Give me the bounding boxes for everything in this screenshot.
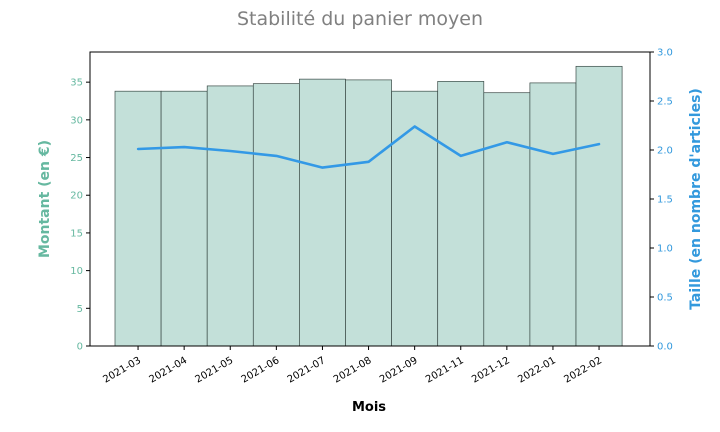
left-tick-label: 5	[77, 304, 83, 315]
left-tick-label: 0	[77, 342, 83, 353]
x-tick-label: 2022-01	[516, 355, 558, 385]
bar-2021-08	[345, 79, 392, 347]
x-axis-label: Mois	[352, 400, 386, 415]
y-axis-label-right: Taille (en nombre d'articles)	[688, 88, 704, 310]
bar-2021-09	[391, 90, 439, 347]
right-tick-label: 0.5	[657, 293, 673, 304]
left-tick-label: 25	[70, 153, 83, 164]
left-tick-label: 20	[70, 191, 83, 202]
bar-2021-04	[160, 90, 208, 347]
bar-2021-06	[252, 83, 300, 347]
x-tick-label: 2021-04	[147, 355, 189, 385]
right-tick-label: 1.5	[657, 195, 673, 206]
x-axis: 2021-03 2021-04 2021-05 2021-06 2021-07 2021-…	[101, 346, 604, 386]
size-line	[136, 125, 601, 169]
bar-2022-01	[529, 82, 577, 347]
bar-2021-12	[483, 92, 531, 347]
bar-2021-05	[206, 85, 254, 347]
left-tick-label: 10	[70, 266, 83, 277]
bar-2021-11	[437, 81, 485, 347]
left-tick-label: 35	[70, 78, 83, 89]
x-tick-label: 2021-05	[194, 355, 236, 385]
line-group	[136, 125, 601, 169]
right-axis: 0.0 0.5 1.0 1.5 2.0 2.5 3.0	[650, 48, 673, 353]
bar-2021-07	[299, 78, 346, 347]
bar-2022-02	[575, 65, 623, 347]
bar-2021-03	[114, 90, 162, 347]
chart-title: Stabilité du panier moyen	[237, 8, 483, 30]
right-tick-label: 0.0	[657, 342, 673, 353]
left-axis: 0 5 10 15 20 25 30 35	[70, 78, 90, 353]
right-tick-label: 1.0	[657, 244, 673, 255]
right-tick-label: 2.0	[657, 146, 673, 157]
right-tick-label: 3.0	[657, 48, 673, 59]
x-tick-label: 2021-03	[101, 355, 143, 385]
left-tick-label: 15	[70, 228, 83, 239]
x-tick-label: 2021-11	[424, 355, 466, 385]
bars-group	[114, 65, 623, 347]
x-tick-label: 2021-12	[470, 355, 512, 385]
left-tick-label: 30	[70, 115, 83, 126]
x-tick-label: 2021-09	[378, 355, 420, 385]
y-axis-label-left: Montant (en €)	[37, 140, 53, 258]
right-tick-label: 2.5	[657, 97, 673, 108]
x-tick-label: 2021-06	[240, 355, 282, 385]
x-tick-label: 2021-08	[332, 355, 374, 385]
x-tick-label: 2022-02	[562, 355, 604, 385]
x-tick-label: 2021-07	[286, 355, 328, 385]
